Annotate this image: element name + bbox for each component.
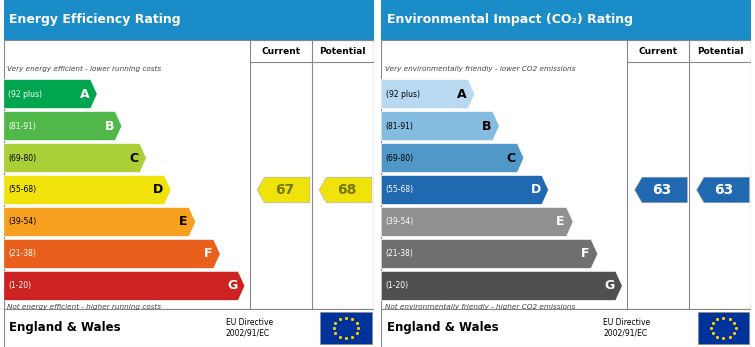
- Text: F: F: [203, 247, 212, 261]
- Text: G: G: [605, 279, 615, 293]
- Bar: [4, 40, 374, 309]
- Text: (81-91): (81-91): [386, 121, 414, 130]
- Text: B: B: [104, 119, 114, 133]
- Polygon shape: [4, 79, 97, 109]
- Text: Potential: Potential: [319, 47, 366, 56]
- Text: Current: Current: [261, 47, 300, 56]
- Polygon shape: [4, 111, 122, 141]
- Text: Environmental Impact (CO₂) Rating: Environmental Impact (CO₂) Rating: [387, 14, 633, 26]
- Text: Energy Efficiency Rating: Energy Efficiency Rating: [9, 14, 181, 26]
- Text: (69-80): (69-80): [386, 153, 414, 162]
- Polygon shape: [4, 143, 146, 172]
- Text: D: D: [153, 184, 164, 196]
- Text: (81-91): (81-91): [8, 121, 36, 130]
- Text: (21-38): (21-38): [8, 249, 36, 259]
- Text: 63: 63: [714, 183, 734, 197]
- Polygon shape: [4, 271, 245, 301]
- Text: G: G: [227, 279, 237, 293]
- Text: England & Wales: England & Wales: [387, 321, 498, 335]
- Text: (92 plus): (92 plus): [8, 90, 42, 99]
- Polygon shape: [319, 177, 372, 203]
- Text: (1-20): (1-20): [386, 281, 409, 290]
- Text: (92 plus): (92 plus): [386, 90, 420, 99]
- Bar: [381, 0, 751, 40]
- Polygon shape: [697, 177, 750, 203]
- Bar: [381, 40, 751, 309]
- Text: 68: 68: [337, 183, 356, 197]
- Polygon shape: [381, 175, 549, 205]
- Text: B: B: [482, 119, 492, 133]
- Text: 63: 63: [652, 183, 672, 197]
- Text: (55-68): (55-68): [386, 186, 414, 194]
- Text: Very energy efficient - lower running costs: Very energy efficient - lower running co…: [8, 66, 162, 72]
- Text: (21-38): (21-38): [386, 249, 414, 259]
- Polygon shape: [381, 143, 524, 172]
- Polygon shape: [4, 175, 171, 205]
- Text: (39-54): (39-54): [386, 218, 414, 227]
- Text: Potential: Potential: [697, 47, 744, 56]
- Bar: [4, 0, 374, 40]
- Text: EU Directive
2002/91/EC: EU Directive 2002/91/EC: [226, 318, 273, 338]
- Text: Not energy efficient - higher running costs: Not energy efficient - higher running co…: [8, 304, 162, 310]
- Polygon shape: [381, 111, 499, 141]
- Bar: [320, 312, 372, 344]
- Text: A: A: [458, 87, 467, 101]
- Text: (39-54): (39-54): [8, 218, 36, 227]
- Bar: [4, 309, 374, 347]
- Text: F: F: [581, 247, 590, 261]
- Text: Current: Current: [639, 47, 678, 56]
- Polygon shape: [381, 239, 598, 269]
- Text: E: E: [179, 215, 187, 228]
- Text: C: C: [507, 152, 516, 164]
- Polygon shape: [381, 79, 475, 109]
- Bar: [698, 312, 750, 344]
- Polygon shape: [4, 239, 220, 269]
- Text: D: D: [531, 184, 541, 196]
- Bar: [381, 309, 751, 347]
- Text: England & Wales: England & Wales: [9, 321, 121, 335]
- Polygon shape: [4, 208, 196, 237]
- Text: (1-20): (1-20): [8, 281, 32, 290]
- Text: (69-80): (69-80): [8, 153, 36, 162]
- Polygon shape: [257, 177, 310, 203]
- Text: E: E: [556, 215, 565, 228]
- Text: C: C: [129, 152, 138, 164]
- Text: Not environmentally friendly - higher CO2 emissions: Not environmentally friendly - higher CO…: [385, 304, 575, 310]
- Text: A: A: [80, 87, 90, 101]
- Text: 67: 67: [275, 183, 294, 197]
- Polygon shape: [635, 177, 687, 203]
- Polygon shape: [381, 271, 622, 301]
- Text: Very environmentally friendly - lower CO2 emissions: Very environmentally friendly - lower CO…: [385, 66, 575, 72]
- Text: (55-68): (55-68): [8, 186, 36, 194]
- Text: EU Directive
2002/91/EC: EU Directive 2002/91/EC: [603, 318, 650, 338]
- Polygon shape: [381, 208, 573, 237]
